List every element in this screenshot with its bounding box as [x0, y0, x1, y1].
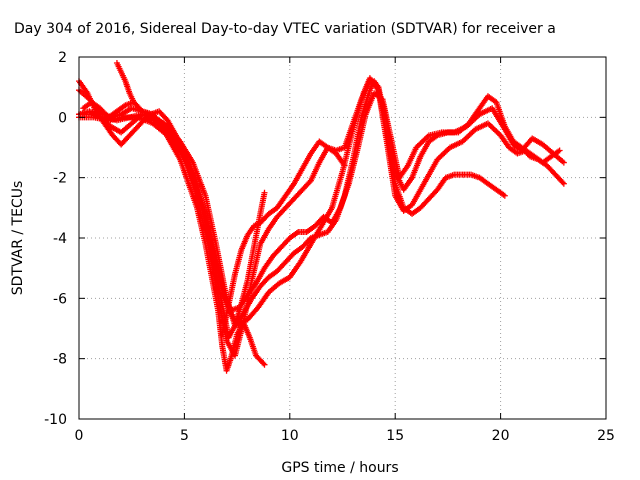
data-series [80, 90, 567, 314]
y-tick-label: -4 [53, 231, 67, 247]
y-tick-label: -6 [53, 291, 67, 307]
data-point-marker [261, 189, 268, 196]
data-series [113, 60, 137, 106]
data-series [219, 138, 348, 338]
x-tick-label: 20 [492, 428, 510, 444]
data-point-marker [261, 361, 268, 368]
x-axis-title: GPS time / hours [281, 460, 398, 476]
x-tick-label: 15 [386, 428, 404, 444]
data-point-marker [559, 179, 566, 186]
y-axis-title: SDTVAR / TECUs [10, 181, 26, 296]
data-points [76, 60, 567, 374]
data-point-marker [556, 147, 563, 154]
y-tick-label: 2 [58, 50, 67, 66]
axis-ticks: 0 5 10 15 20 25 -10 -8 -6 -4 -2 0 2 [44, 50, 615, 444]
x-tick-label: 5 [180, 428, 189, 444]
x-tick-label: 25 [597, 428, 615, 444]
x-tick-label: 0 [75, 428, 84, 444]
data-point-marker [560, 180, 567, 187]
y-tick-label: -2 [53, 171, 67, 187]
data-point-marker [501, 192, 508, 199]
data-point-marker [130, 99, 137, 106]
y-tick-label: -10 [44, 412, 67, 428]
data-point-marker [306, 178, 313, 185]
y-tick-label: -8 [53, 352, 67, 368]
y-tick-label: 0 [58, 110, 67, 126]
data-point-marker [260, 360, 267, 367]
x-tick-label: 10 [281, 428, 299, 444]
data-point-marker [560, 159, 567, 166]
data-point-marker [341, 162, 348, 169]
chart-title: Day 304 of 2016, Sidereal Day-to-day VTE… [14, 21, 556, 37]
